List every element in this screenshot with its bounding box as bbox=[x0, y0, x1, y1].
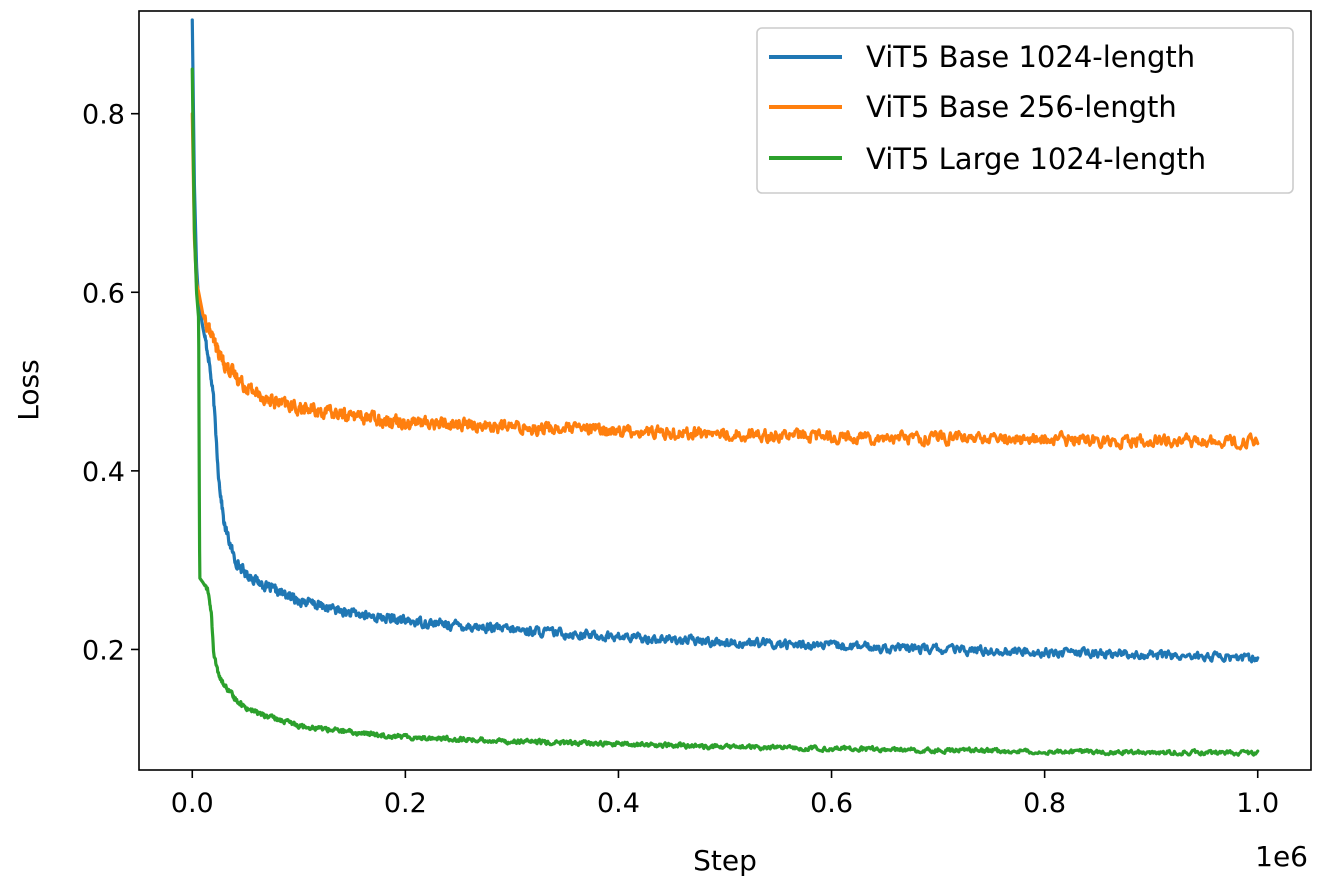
x-tick-label: 0.0 bbox=[171, 788, 214, 819]
series-line-2 bbox=[190, 112, 1260, 451]
legend-label-base-1024: ViT5 Base 1024-length bbox=[866, 40, 1195, 74]
legend: ViT5 Base 1024-length ViT5 Base 256-leng… bbox=[756, 27, 1294, 194]
x-tick-label: 0.2 bbox=[384, 788, 427, 819]
series-layer bbox=[190, 18, 1260, 757]
y-tick-label: 0.6 bbox=[82, 278, 125, 309]
x-axis-label: Step bbox=[693, 844, 757, 877]
y-tick-label: 0.8 bbox=[82, 100, 125, 131]
x-tick-label: 0.6 bbox=[810, 788, 853, 819]
legend-label-large-1024: ViT5 Large 1024-length bbox=[866, 142, 1206, 176]
x-tick-label: 0.8 bbox=[1023, 788, 1066, 819]
series-line-1 bbox=[190, 18, 1260, 664]
y-axis-label: Loss bbox=[12, 359, 45, 420]
series-line-3 bbox=[190, 67, 1260, 757]
x-tick-label: 0.4 bbox=[597, 788, 640, 819]
plot-frame bbox=[138, 10, 1312, 771]
legend-label-base-256: ViT5 Base 256-length bbox=[866, 90, 1177, 124]
legend-box bbox=[756, 27, 1294, 194]
y-tick-label: 0.2 bbox=[82, 635, 125, 666]
ticks-layer: 0.0 0.2 0.4 0.6 0.8 1.0 0.2 0.4 0.6 0.8 bbox=[82, 100, 1279, 819]
y-tick-label: 0.4 bbox=[82, 457, 125, 488]
x-axis-offset-label: 1e6 bbox=[1255, 840, 1308, 873]
x-tick-label: 1.0 bbox=[1236, 788, 1279, 819]
